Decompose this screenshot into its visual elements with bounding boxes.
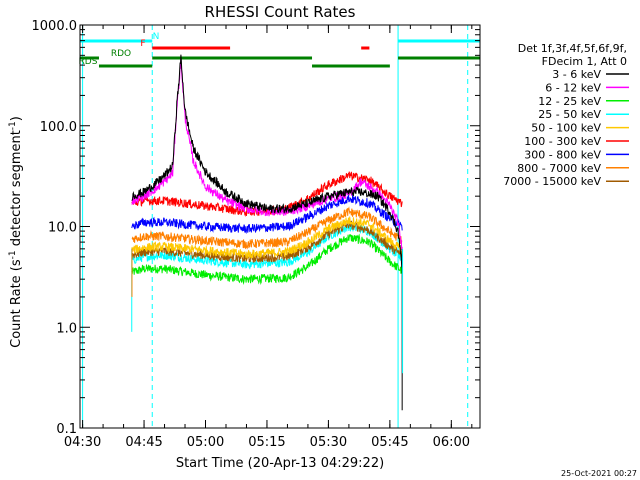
x-tick-label-6: 06:00 xyxy=(433,435,470,450)
flag-label-rds: RDS xyxy=(79,57,98,67)
series-line-7 xyxy=(131,206,403,250)
flag-label-rdo: RDO xyxy=(111,49,131,59)
y-tick-label-4: 1000.0 xyxy=(32,19,78,34)
axes: 04:30 04:45 05:00 05:15 05:30 05:45 06:00 0.1 1.… xyxy=(32,19,481,450)
flag-label-f: F xyxy=(140,39,145,49)
legend-label-0: 3 - 6 keV xyxy=(552,68,601,81)
series-line-6 xyxy=(131,194,403,235)
y-tick-label-1: 1.0 xyxy=(56,321,77,336)
legend-header-0: Det 1f,3f,4f,5f,6f,9f, xyxy=(518,42,627,55)
series-line-5 xyxy=(131,171,403,218)
y-tick-label-0: 0.1 xyxy=(56,422,77,437)
series-line-8 xyxy=(131,219,403,264)
legend: Det 1f,3f,4f,5f,6f,9f,FDecim 1, Att 03 -… xyxy=(503,42,629,188)
flag-label-n: N xyxy=(153,32,160,42)
legend-label-3: 25 - 50 keV xyxy=(538,108,601,121)
y-tick-label-2: 10.0 xyxy=(48,221,77,236)
x-tick-label-4: 05:30 xyxy=(310,435,347,450)
series-line-0 xyxy=(131,54,403,268)
legend-label-7: 800 - 7000 keV xyxy=(517,162,601,175)
legend-label-4: 50 - 100 keV xyxy=(531,122,601,135)
legend-label-8: 7000 - 15000 keV xyxy=(503,175,601,188)
legend-label-1: 6 - 12 keV xyxy=(545,81,601,94)
x-tick-label-1: 04:45 xyxy=(125,435,162,450)
x-axis-label: Start Time (20-Apr-13 04:29:22) xyxy=(176,456,384,471)
series-line-4 xyxy=(131,216,403,260)
x-tick-label-0: 04:30 xyxy=(64,435,101,450)
series-line-2 xyxy=(131,233,403,286)
y-axis-label: Count Rate (s-1 detector segment-1) xyxy=(8,116,24,348)
legend-label-6: 300 - 800 keV xyxy=(524,148,601,161)
footer-date: 25-Oct-2021 00:27 xyxy=(561,469,637,478)
chart-title: RHESSI Count Rates xyxy=(205,3,356,21)
legend-header-1: FDecim 1, Att 0 xyxy=(542,55,627,68)
legend-label-2: 12 - 25 keV xyxy=(538,95,601,108)
x-tick-label-2: 05:00 xyxy=(187,435,224,450)
plot-area: NF RDO RDS xyxy=(79,25,480,428)
x-tick-label-3: 05:15 xyxy=(248,435,285,450)
legend-label-5: 100 - 300 keV xyxy=(524,135,601,148)
x-tick-label-5: 05:45 xyxy=(371,435,408,450)
y-tick-label-3: 100.0 xyxy=(40,120,77,135)
